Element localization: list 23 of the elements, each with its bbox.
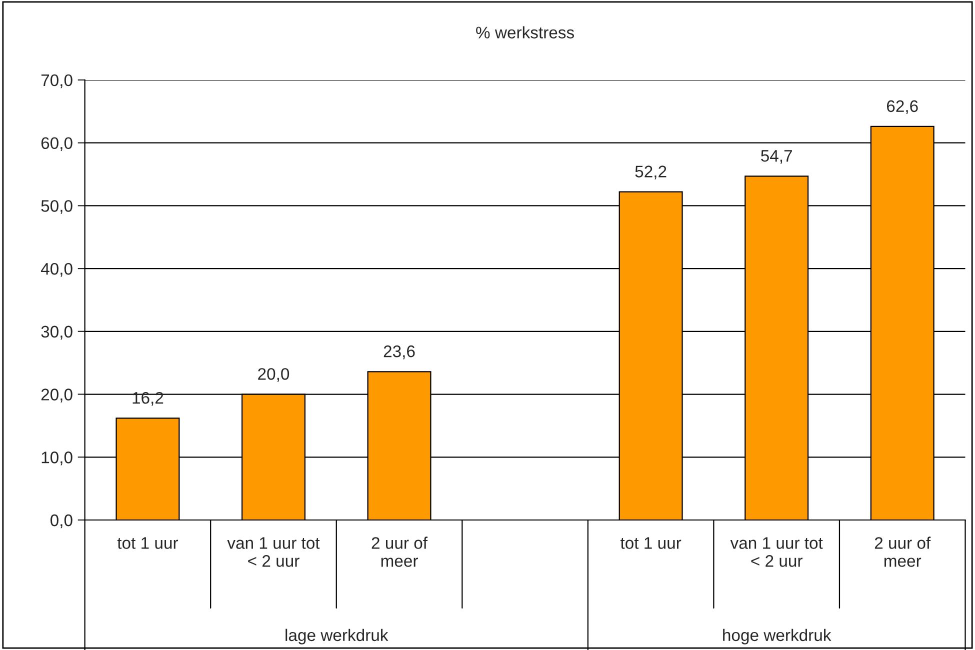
y-tick-label: 20,0 [41, 388, 72, 402]
x-tick-label: tot 1 uur [117, 537, 178, 549]
y-tick-label: 10,0 [42, 452, 72, 466]
data-label: 20,0 [258, 368, 290, 382]
data-label: 16,2 [132, 392, 164, 406]
y-tick-label: 70,0 [41, 74, 72, 88]
y-tick-label: 50,0 [41, 200, 72, 214]
data-label: 62,6 [886, 100, 918, 114]
text: hoge werkdruk [723, 628, 832, 644]
x-tick-label: van 1 uur tot < 2 uur [227, 537, 320, 567]
y-tick-label: 40,0 [40, 262, 72, 277]
y-tick-label: 30,0 [41, 326, 72, 340]
x-tick-label: van 1 uur tot < 2 uur [730, 537, 823, 567]
data-label: 54,7 [761, 150, 792, 164]
x-tick-label: 2 uur of meer [372, 536, 428, 567]
y-tick-label: 60,0 [41, 137, 72, 151]
text: lage werkdruk [286, 628, 388, 644]
y-tick-label: 0,0 [50, 514, 72, 528]
x-tick-label: 2 uur of meer [874, 536, 931, 567]
chart-title: % werkstress [476, 26, 574, 38]
data-label: 52,2 [635, 166, 666, 180]
data-label: 23,6 [384, 345, 415, 360]
x-tick-label: tot 1 uur [620, 537, 682, 549]
